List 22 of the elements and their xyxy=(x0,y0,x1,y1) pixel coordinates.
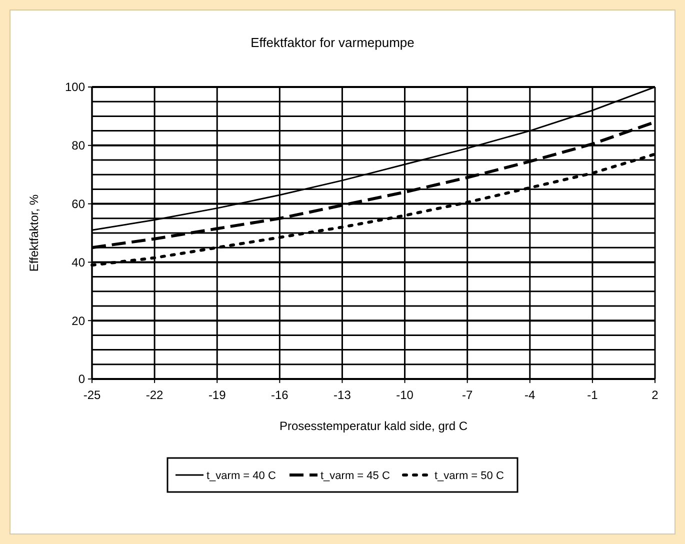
y-tick-label: 80 xyxy=(72,138,86,153)
x-tick-label: -10 xyxy=(396,388,414,402)
legend-label: t_varm = 40 C xyxy=(206,470,276,482)
x-tick-label: -13 xyxy=(334,388,352,402)
x-tick-label: -4 xyxy=(524,388,536,402)
x-axis-title: Prosesstemperatur kald side, grd C xyxy=(279,419,468,433)
y-tick-label: 20 xyxy=(72,314,86,328)
chart-title: Effektfaktor for varmepumpe xyxy=(250,35,414,50)
legend-label: t_varm = 45 C xyxy=(320,470,390,482)
x-tick-label: -25 xyxy=(83,388,101,402)
x-tick-label: 2 xyxy=(652,388,659,402)
x-tick-label: -1 xyxy=(587,388,598,402)
y-tick-label: 100 xyxy=(64,80,86,94)
x-tick-label: -7 xyxy=(462,388,473,402)
y-tick-label: 40 xyxy=(72,255,86,270)
x-tick-label: -16 xyxy=(270,388,289,402)
y-tick-label: 60 xyxy=(72,197,86,211)
legend-label: t_varm = 50 C xyxy=(434,470,504,482)
x-tick-label: -19 xyxy=(208,388,226,402)
y-axis-title: Effektfaktor, % xyxy=(27,194,41,272)
y-tick-label: 0 xyxy=(78,372,86,386)
x-tick-label: -22 xyxy=(146,388,164,402)
